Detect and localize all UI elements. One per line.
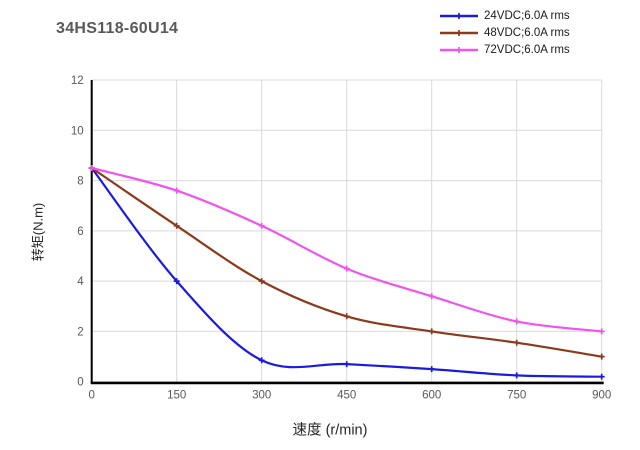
y-tick-label: 6	[77, 226, 83, 238]
series-markers-2	[88, 165, 605, 335]
legend-swatch-plus-marker-icon	[456, 46, 462, 53]
legend-label-48vdc: 48VDC;6.0A rms	[484, 26, 570, 39]
x-tick-label: 600	[422, 390, 441, 402]
x-axis-title: 速度 (r/min)	[292, 422, 368, 439]
x-tick-label: 900	[592, 390, 611, 402]
y-axis-title: 转矩(N.m)	[30, 202, 46, 262]
chart-title: 34HS118-60U14	[56, 20, 179, 37]
x-tick-label: 150	[167, 390, 186, 402]
legend-item-72vdc: 72VDC;6.0A rms	[439, 41, 570, 58]
y-tick-label: 12	[71, 75, 84, 87]
y-tick-label: 10	[71, 125, 84, 137]
y-tick-label: 0	[77, 377, 83, 389]
y-tick-label: 2	[77, 326, 83, 338]
legend-label-24vdc: 24VDC;6.0A rms	[484, 9, 570, 22]
legend-item-24vdc: 24VDC;6.0A rms	[439, 7, 570, 24]
legend-label-72vdc: 72VDC;6.0A rms	[484, 43, 570, 56]
legend: 24VDC;6.0A rms 48VDC;6.0A rms 72VDC;6.0A…	[439, 7, 570, 58]
y-tick-label: 4	[77, 276, 84, 288]
x-tick-label: 750	[507, 390, 526, 402]
legend-line-marker-icon	[440, 12, 478, 19]
x-tick-label: 450	[337, 390, 356, 402]
x-tick-label: 300	[252, 390, 271, 402]
legend-swatch-plus-marker-icon	[456, 12, 462, 19]
legend-swatch-plus-marker-icon	[456, 29, 462, 36]
y-tick-label: 8	[77, 176, 83, 188]
legend-item-48vdc: 48VDC;6.0A rms	[439, 24, 570, 41]
x-tick-label: 0	[88, 390, 94, 402]
legend-line-marker-icon	[440, 46, 478, 53]
legend-line-marker-icon	[440, 29, 478, 36]
